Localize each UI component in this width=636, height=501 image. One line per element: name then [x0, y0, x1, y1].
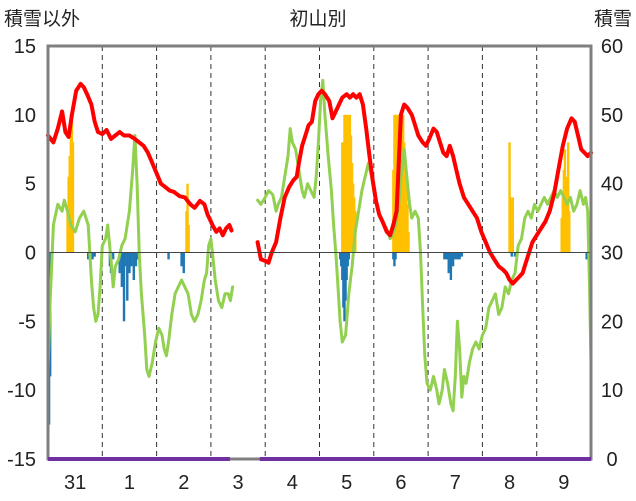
bar-blue	[120, 252, 124, 287]
bar-blue	[123, 252, 127, 267]
bar-orange	[407, 231, 410, 253]
bar-orange	[566, 142, 570, 253]
bar-blue	[458, 252, 461, 260]
x-tick-label: 4	[287, 472, 298, 494]
bar-blue	[122, 252, 126, 322]
left-tick-label: 15	[14, 36, 36, 58]
bar-blue	[126, 252, 129, 301]
right-tick-label: 20	[601, 311, 623, 333]
left-tick-label: -15	[7, 449, 36, 471]
bar-orange	[568, 211, 571, 253]
series-line-red	[255, 88, 593, 286]
bar-blue	[394, 252, 397, 260]
bar-blue	[447, 252, 450, 274]
bar-blue	[585, 252, 588, 260]
bar-orange	[186, 183, 189, 253]
bar-blue	[91, 252, 94, 260]
bar-blue	[454, 252, 457, 260]
right-tick-label: 0	[606, 449, 617, 471]
x-tick-label: 9	[558, 472, 569, 494]
bar-blue	[443, 252, 446, 260]
series-line-green	[256, 78, 593, 413]
bar-orange	[511, 197, 515, 253]
right-tick-label: 60	[601, 36, 623, 58]
right-tick-label: 50	[601, 105, 623, 127]
axes-layer	[46, 44, 593, 461]
right-tick-label: 40	[601, 174, 623, 196]
bar-orange	[71, 142, 75, 253]
x-tick-label: 6	[395, 472, 406, 494]
bar-blue	[347, 252, 351, 260]
x-tick-label: 31	[64, 472, 86, 494]
x-tick-label: 5	[341, 472, 352, 494]
right-axis-label: 積雪	[594, 8, 632, 30]
text-layer: 積雪以外 初山別 積雪 151050-5-10-1560504030201003…	[4, 8, 632, 494]
bar-orange	[187, 224, 190, 253]
left-tick-label: -10	[7, 380, 36, 402]
bar-blue	[130, 252, 133, 267]
bar-blue	[182, 252, 185, 274]
bar-blue	[449, 252, 453, 281]
x-tick-label: 2	[178, 472, 189, 494]
bar-orange	[406, 204, 409, 253]
bar-blue	[118, 252, 121, 274]
left-tick-label: -5	[18, 311, 36, 333]
bar-blue	[128, 252, 131, 274]
bar-blue	[445, 252, 448, 260]
bar-blue	[134, 252, 138, 267]
x-tick-label: 1	[124, 472, 135, 494]
x-tick-label: 8	[504, 472, 515, 494]
bar-blue	[451, 252, 455, 267]
bar-blue	[86, 252, 90, 260]
bar-blue	[180, 252, 183, 267]
left-axis-label: 積雪以外	[4, 8, 80, 30]
x-tick-label: 7	[450, 472, 461, 494]
lines-layer	[46, 78, 593, 413]
bar-blue	[132, 252, 135, 281]
vertical-grid	[101, 46, 538, 459]
bar-blue	[167, 252, 170, 260]
left-tick-label: 5	[25, 174, 36, 196]
bar-blue	[111, 252, 115, 260]
right-tick-label: 30	[601, 243, 623, 265]
x-tick-label: 3	[232, 472, 243, 494]
right-tick-label: 10	[601, 380, 623, 402]
series-line-green	[46, 134, 235, 378]
left-tick-label: 0	[25, 243, 36, 265]
series-line-red	[46, 81, 234, 238]
bar-blue	[513, 252, 517, 257]
left-tick-label: 10	[14, 105, 36, 127]
chart-title: 初山別	[289, 8, 346, 30]
bar-blue	[456, 252, 459, 260]
bar-blue	[460, 252, 463, 257]
bar-blue	[93, 252, 96, 257]
bar-blue	[510, 252, 513, 257]
